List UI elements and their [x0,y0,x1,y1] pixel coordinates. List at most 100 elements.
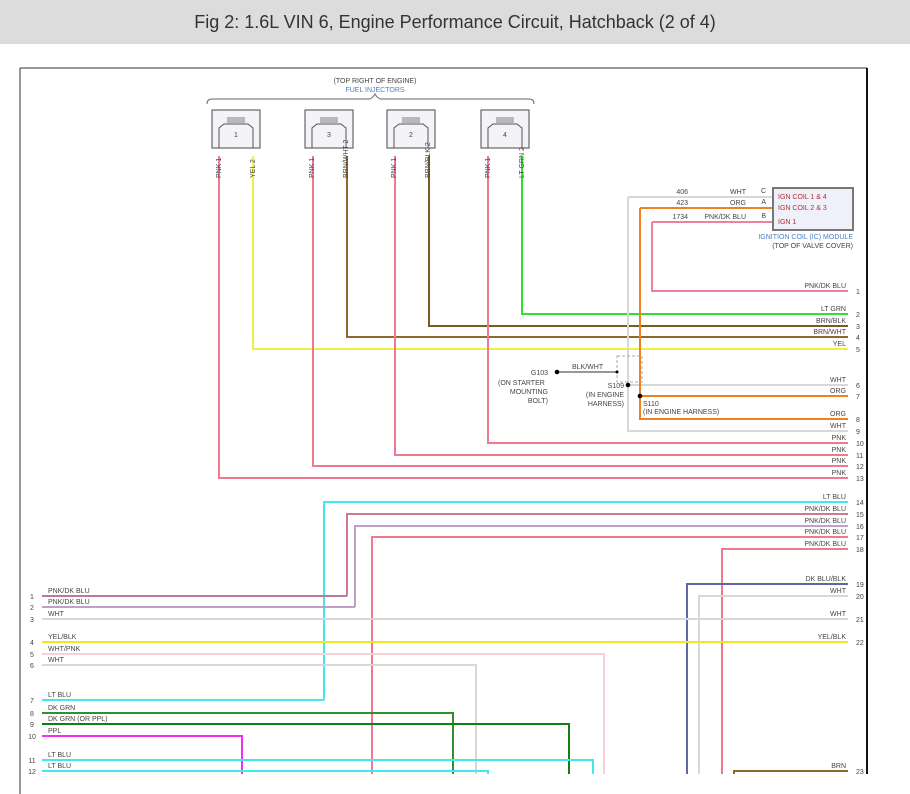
wire-left-6 [42,664,477,774]
wire-label: DK BLU/BLK [806,576,847,583]
wire-number: 10 [856,441,864,448]
wire-right-8 [639,208,848,420]
wire-right-10 [487,156,848,444]
wire-right-23 [733,770,848,774]
injector-pin2-label: BRN/WHT 2 [343,140,350,178]
coil-pin-label: IGN 1 [778,219,796,226]
wire-left-8 [42,712,454,774]
wire-left-5 [42,653,605,774]
wire-number: 11 [856,453,863,460]
wire-color: PNK/DK BLU [704,214,746,221]
wire-label: WHT [830,377,847,384]
wire-number: 2 [856,312,860,319]
wire-right-18 [721,548,848,774]
wire-number: 1 [856,289,860,296]
wire-number: 23 [856,769,864,776]
wire-right-15 [346,513,848,596]
wire-number: 8 [856,417,860,424]
splice-s110-icon [637,393,643,399]
wire-number: 17 [856,535,864,542]
wire-label: PNK/DK BLU [48,599,90,606]
wire-right-17 [371,536,848,774]
injector-pin2-label: BRN/BLK 2 [425,142,432,178]
coil-module-name: IGNITION COIL (IC) MODULE [758,234,853,241]
wire-label: BRN/BLK [816,318,846,325]
wire-left-12 [42,770,489,774]
coil-pin-label: IGN COIL 2 & 3 [778,205,827,212]
wire-right-3 [428,156,848,327]
ground-location: (ON STARTER [498,380,545,387]
wire-label: WHT [830,611,847,618]
wire-number: 18 [856,547,864,554]
wire-right-13 [218,156,848,479]
wire-label: PNK/DK BLU [48,588,90,595]
wire-label: WHT [830,588,847,595]
injector-coil-icon [218,123,254,148]
wire-label: BRN/WHT [813,329,846,336]
fuel-injector-2 [386,109,436,149]
wire-left-10 [42,735,243,774]
wire-number: 13 [856,476,864,483]
wire-number: 14 [856,500,864,507]
coil-pin-label: IGN COIL 1 & 4 [778,194,827,201]
wire-number: 6 [30,663,34,670]
injector-number: 1 [234,132,238,139]
injector-number: 3 [327,132,331,139]
wire-label: DK GRN [48,705,75,712]
fuel-injector-4 [480,109,530,149]
wire-label: PNK/DK BLU [804,283,846,290]
wire-label: LT GRN [821,306,846,313]
fuel-injector-1 [211,109,261,149]
wire-color: WHT [730,189,747,196]
ground-wire-label: BLK/WHT [572,364,604,371]
injector-number: 2 [409,132,413,139]
wire-label: PNK/DK BLU [804,541,846,548]
splice-s109-icon [625,382,631,388]
pin-letter: B [761,213,766,220]
wire-label: ORG [830,388,846,395]
ground-location: BOLT) [528,398,548,405]
injector-coil-icon [311,123,347,148]
wire-right-2 [521,156,848,315]
wire-number: 9 [30,722,34,729]
injectors-name: FUEL INJECTORS [345,87,404,94]
wire-number: 22 [856,640,864,647]
ground-g103-icon [554,369,560,375]
circuit-number: 423 [676,200,688,207]
ground-location: MOUNTING [510,389,548,396]
circuit-number: 406 [676,189,688,196]
coil-module-location: (TOP OF VALVE COVER) [772,243,853,250]
splice-s110-id: S110 [643,401,659,408]
wire-right-16 [354,525,848,607]
wire-number: 20 [856,594,864,601]
wire-number: 4 [856,335,860,342]
wire-label: PNK [832,435,847,442]
injector-number: 4 [503,132,507,139]
injectors-location: (TOP RIGHT OF ENGINE) [334,78,417,85]
pin-letter: C [761,188,766,195]
wire-label: PNK/DK BLU [804,518,846,525]
splice-s110-location: (IN ENGINE HARNESS) [643,409,719,416]
wire-right-20 [698,595,848,774]
wire-label: DK GRN (OR PPL) [48,716,108,723]
wire-number: 1 [30,594,34,601]
wire-left-9 [42,723,570,774]
wire-label: WHT [48,611,65,618]
wire-label: PNK/DK BLU [804,506,846,513]
wire-right-12 [312,156,848,467]
ground-id: G103 [531,370,548,377]
wire-label: YEL [833,341,846,348]
wire-right-4 [346,156,848,338]
wire-number: 5 [856,347,860,354]
injector-pin1-label: PNK 1 [391,158,398,178]
wire-number: 5 [30,652,34,659]
wire-label: PNK [832,447,847,454]
wire-right-11 [394,156,848,456]
wire-number: 2 [30,605,34,612]
injector-pin2-label: LT GRN 2 [519,147,526,178]
wire-right-9 [627,197,848,432]
wire-number: 12 [856,464,864,471]
ignition-coil-module [772,187,854,231]
wire-right-1 [651,222,848,292]
circuit-number: 1734 [672,214,688,221]
